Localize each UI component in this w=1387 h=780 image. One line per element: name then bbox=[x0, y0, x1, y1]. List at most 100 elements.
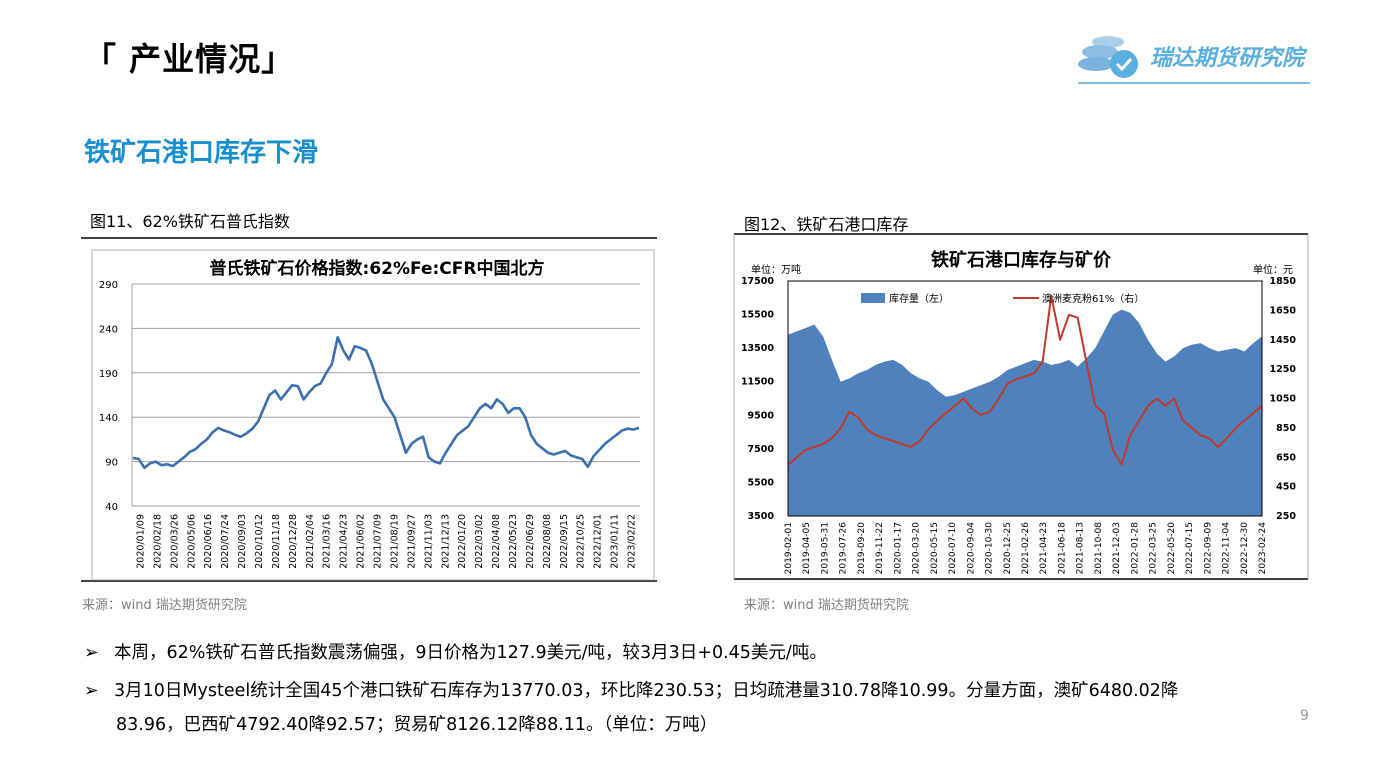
x-tick-label: 2023/02/22 bbox=[627, 514, 638, 569]
arrow-bullet-icon: ➢ bbox=[84, 643, 99, 663]
port-inventory-chart: 铁矿石港口库存与矿价 单位：万吨 单位：元 库存量（左） 澳洲麦克粉61%（右）… bbox=[733, 233, 1309, 580]
x-tick-label: 2021/11/03 bbox=[423, 514, 434, 569]
x-tick-label: 2020/07/24 bbox=[220, 514, 231, 569]
x-tick-label: 2021/07/09 bbox=[373, 514, 384, 569]
chart1-x-ticks: 2020/01/09 2020/02/18 2020/03/26 2020/05/06… bbox=[135, 514, 637, 569]
x-tick-label: 2020-10-30 bbox=[985, 522, 995, 575]
figure-11-source: 来源：wind 瑞达期货研究院 bbox=[82, 598, 247, 613]
x-tick-label: 2020/03/26 bbox=[169, 514, 180, 569]
chart1-title: 普氏铁矿石价格指数:62%Fe:CFR中国北方 bbox=[210, 258, 545, 279]
bullet-item: ➢ 3月10日Mysteel统计全国45个港口铁矿石库存为13770.03，环比降… bbox=[84, 674, 1178, 708]
chart2-legend: 库存量（左） 澳洲麦克粉61%（右） bbox=[861, 292, 1144, 305]
right-y-tick-label: 650 bbox=[1276, 452, 1296, 463]
x-tick-label: 2022/10/25 bbox=[576, 514, 587, 569]
chart2-right-y-ticks: 250 450 650 850 1050 1250 1450 1650 1850 bbox=[1270, 276, 1297, 522]
x-tick-label: 2020-07-10 bbox=[948, 522, 958, 575]
chart2-right-unit: 单位：元 bbox=[1253, 263, 1293, 276]
x-tick-label: 2021-12-03 bbox=[1112, 522, 1122, 574]
chart1-y-ticks: 40 90 140 190 240 290 bbox=[99, 280, 118, 513]
legend-inventory-swatch bbox=[861, 293, 885, 303]
x-tick-label: 2020/02/18 bbox=[152, 514, 163, 569]
y-tick-label: 90 bbox=[105, 458, 118, 469]
x-tick-label: 2021-08-13 bbox=[1076, 522, 1086, 574]
x-tick-label: 2021-04-23 bbox=[1039, 522, 1049, 574]
figure-12-source: 来源：wind 瑞达期货研究院 bbox=[744, 598, 909, 613]
y-tick-label: 190 bbox=[99, 369, 118, 380]
left-y-tick-label: 17500 bbox=[741, 276, 774, 287]
x-tick-label: 2019-09-20 bbox=[857, 522, 867, 575]
chart2-title: 铁矿石港口库存与矿价 bbox=[931, 249, 1112, 271]
x-tick-label: 2021/12/13 bbox=[440, 514, 451, 569]
figure-11-label: 图11、62%铁矿石普氏指数 bbox=[90, 212, 290, 231]
x-tick-label: 2020/12/28 bbox=[288, 514, 299, 569]
bullet-text: 3月10日Mysteel统计全国45个港口铁矿石库存为13770.03，环比降2… bbox=[114, 681, 1179, 701]
x-tick-label: 2021/04/23 bbox=[339, 514, 350, 569]
chart1-frame bbox=[91, 249, 655, 581]
x-tick-label: 2020-12-25 bbox=[1003, 522, 1013, 574]
x-tick-label: 2022/08/08 bbox=[542, 514, 553, 569]
x-tick-label: 2020/11/18 bbox=[271, 514, 282, 569]
right-y-tick-label: 1450 bbox=[1270, 335, 1297, 346]
series-area-inventory bbox=[788, 309, 1262, 516]
chart2-left-unit: 单位：万吨 bbox=[751, 263, 801, 276]
arrow-bullet-icon: ➢ bbox=[84, 681, 99, 701]
x-tick-label: 2020-03-20 bbox=[912, 522, 922, 575]
x-tick-label: 2022-07-15 bbox=[1185, 522, 1195, 574]
bullet-text: 本周，62%铁矿石普氏指数震荡偏强，9日价格为127.9美元/吨，较3月3日+0… bbox=[114, 643, 827, 663]
x-tick-label: 2020/05/06 bbox=[186, 514, 197, 569]
bullet-continuation: 83.96，巴西矿4792.40降92.57；贸易矿8126.12降88.11。… bbox=[116, 715, 718, 735]
x-tick-label: 2019-07-26 bbox=[839, 522, 849, 575]
figure-12-label: 图12、铁矿石港口库存 bbox=[744, 215, 909, 234]
x-tick-label: 2022-05-20 bbox=[1167, 522, 1177, 575]
logo-underline bbox=[1078, 82, 1310, 84]
x-tick-label: 2019-04-05 bbox=[802, 522, 812, 574]
left-y-tick-label: 3500 bbox=[748, 511, 775, 522]
x-tick-label: 2021/06/02 bbox=[356, 514, 367, 569]
coins-logo-icon bbox=[1078, 36, 1138, 78]
right-y-tick-label: 850 bbox=[1276, 423, 1296, 434]
x-tick-label: 2022/12/01 bbox=[593, 514, 604, 569]
section-title: 「 产业情况」 bbox=[84, 40, 295, 78]
y-tick-label: 140 bbox=[99, 413, 118, 424]
bullet-item: ➢ 本周，62%铁矿石普氏指数震荡偏强，9日价格为127.9美元/吨，较3月3日+… bbox=[84, 636, 827, 670]
chart2-plot-frame bbox=[787, 280, 1263, 517]
x-tick-label: 2022-01-28 bbox=[1130, 522, 1140, 575]
company-logo: 瑞达期货研究院 bbox=[1078, 28, 1310, 90]
chart2-x-ticks: 2019-02-01 2019-04-05 2019-05-31 2019-07-26… bbox=[784, 522, 1268, 575]
x-tick-label: 2021/08/19 bbox=[389, 514, 400, 569]
x-tick-label: 2022/03/02 bbox=[474, 514, 485, 569]
platts-index-chart: 普氏铁矿石价格指数:62%Fe:CFR中国北方 40 90 140 190 240 290… bbox=[81, 237, 657, 582]
y-tick-label: 240 bbox=[99, 324, 118, 335]
x-tick-label: 2020-09-04 bbox=[966, 522, 976, 575]
right-y-tick-label: 1850 bbox=[1270, 276, 1297, 287]
series-line-price bbox=[787, 294, 1263, 466]
x-tick-label: 2022-09-09 bbox=[1203, 522, 1213, 575]
x-tick-label: 2020/06/16 bbox=[203, 514, 214, 569]
right-y-tick-label: 450 bbox=[1276, 482, 1296, 493]
x-tick-label: 2023/01/11 bbox=[610, 514, 621, 569]
x-tick-label: 2022/05/23 bbox=[508, 514, 519, 569]
right-y-tick-label: 1050 bbox=[1270, 394, 1297, 405]
x-tick-label: 2023-02-24 bbox=[1258, 522, 1268, 575]
right-y-tick-label: 250 bbox=[1276, 511, 1296, 522]
x-tick-label: 2022/01/20 bbox=[457, 514, 468, 569]
chart1-grid bbox=[131, 283, 640, 507]
page-number: 9 bbox=[1300, 708, 1309, 724]
legend-inventory-label: 库存量（左） bbox=[889, 292, 949, 305]
chart2-area-series bbox=[788, 309, 1262, 516]
left-y-tick-label: 13500 bbox=[741, 343, 774, 354]
x-tick-label: 2019-02-01 bbox=[784, 522, 794, 574]
logo-text: 瑞达期货研究院 bbox=[1150, 46, 1305, 71]
left-y-tick-label: 7500 bbox=[748, 444, 775, 455]
chart1-series bbox=[132, 336, 640, 470]
x-tick-label: 2021/03/16 bbox=[322, 514, 333, 569]
x-tick-label: 2019-11-22 bbox=[875, 522, 885, 574]
x-tick-label: 2022-11-04 bbox=[1222, 522, 1232, 575]
x-tick-label: 2021-10-08 bbox=[1094, 522, 1104, 575]
legend-price-label: 澳洲麦克粉61%（右） bbox=[1042, 292, 1144, 305]
x-tick-label: 2022/04/08 bbox=[491, 514, 502, 569]
x-tick-label: 2021/02/04 bbox=[305, 514, 316, 569]
x-tick-label: 2020/01/09 bbox=[135, 514, 146, 569]
x-tick-label: 2019-05-31 bbox=[820, 522, 830, 574]
x-tick-label: 2022-03-25 bbox=[1149, 522, 1159, 574]
